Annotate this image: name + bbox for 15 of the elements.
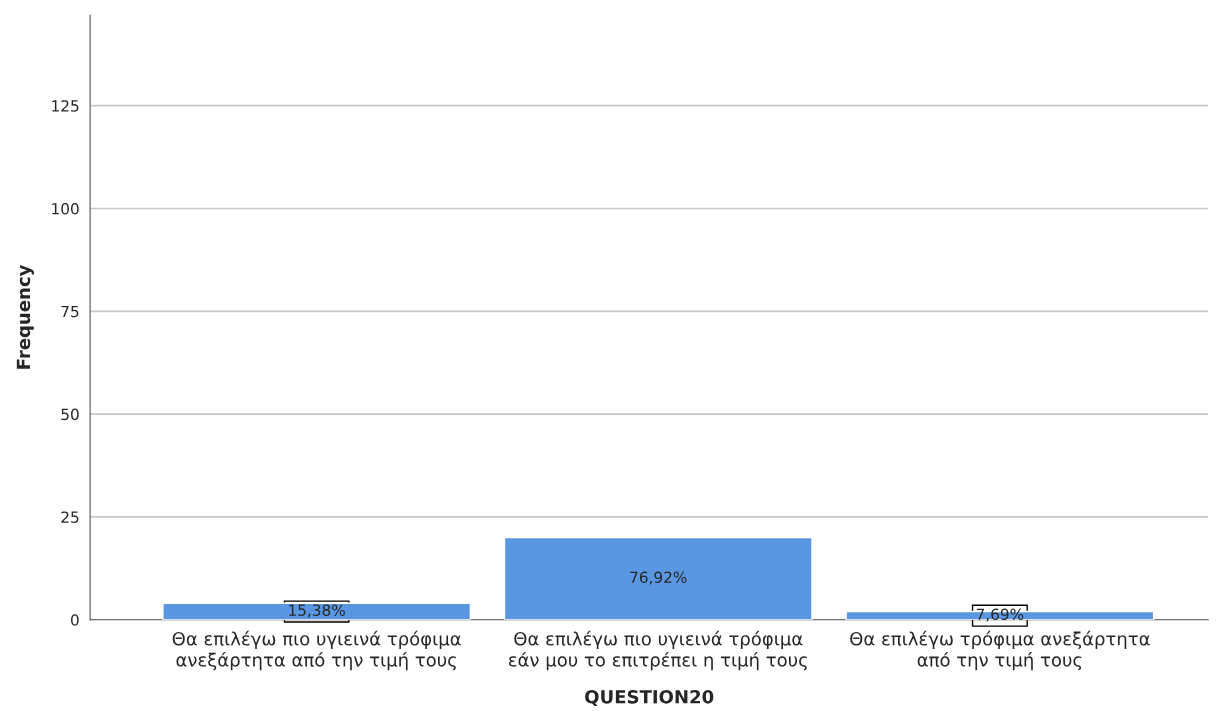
y-tick-label: 0 xyxy=(71,614,79,626)
y-tick-label: 125 xyxy=(52,100,79,112)
y-tick-label: 75 xyxy=(61,305,79,318)
y-tick-label: 100 xyxy=(52,202,79,215)
x-tick-label: Θα επιλέγω τρόφιμα ανεξάρτητα από την τιμή τους xyxy=(850,630,1150,671)
x-tick-label: Θα επιλέγω πιο υγιεινά τρόφιμα εάν μου το επιτρέπει η τιμή τους xyxy=(508,630,807,671)
bar xyxy=(503,536,813,620)
x-tick-label: Θα επιλέγω πιο υγιεινά τρόφιμα ανεξάρτητα από την τιμή τους xyxy=(172,630,461,671)
y-tick-label: 50 xyxy=(61,408,79,421)
y-axis-title: Frequency xyxy=(16,264,34,369)
annotation: 76,92% xyxy=(630,571,687,585)
x-axis-title: QUESTION20 xyxy=(585,689,714,707)
y-tick-label: 25 xyxy=(61,511,79,523)
annotation: 15,38% xyxy=(289,604,345,618)
annotation: 7,69% xyxy=(976,608,1024,622)
